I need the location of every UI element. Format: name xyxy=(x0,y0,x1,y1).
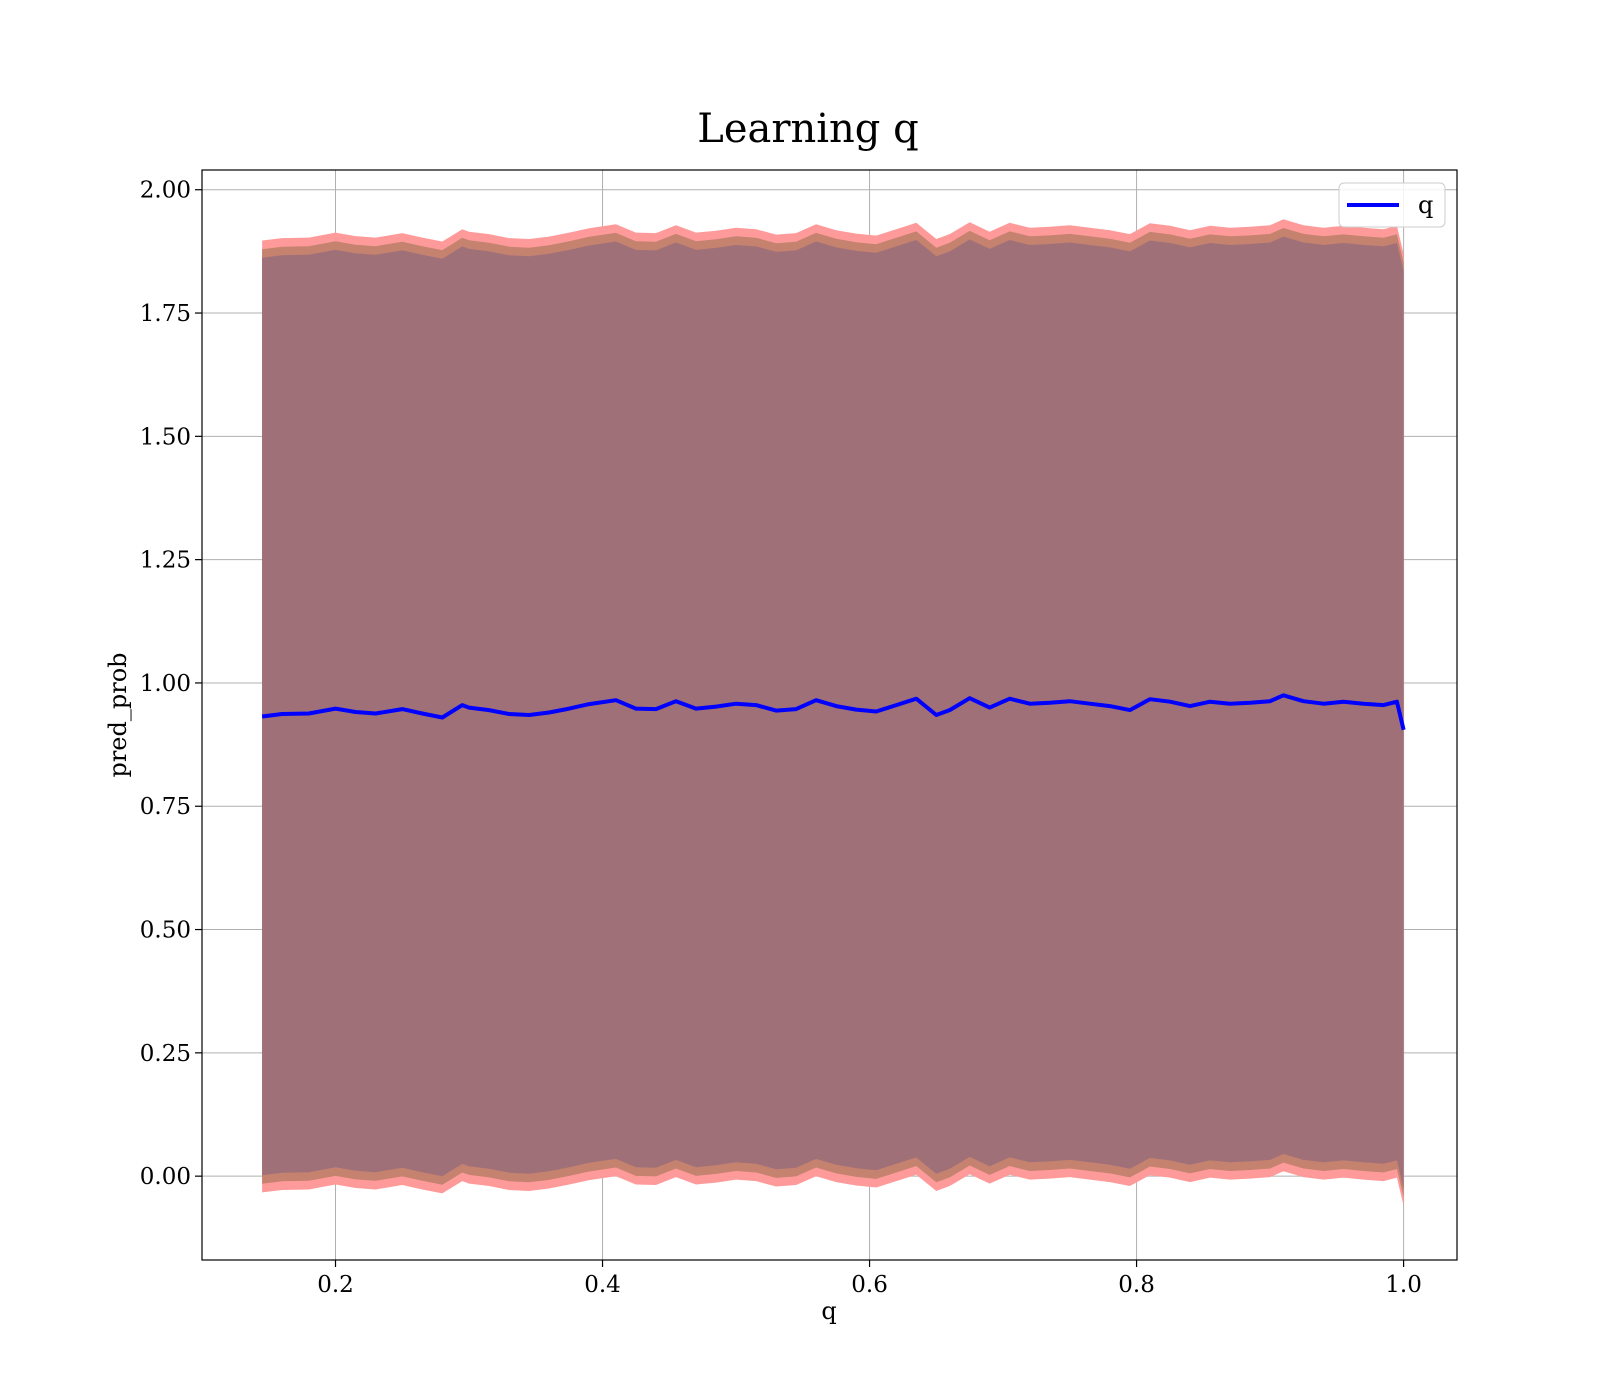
y-axis-label: pred_prob xyxy=(104,652,132,777)
x-tick-label-0: 0.2 xyxy=(317,1272,354,1298)
y-tick-label-2: 0.50 xyxy=(140,918,191,944)
uncertainty-bands xyxy=(262,219,1404,1206)
chart-title: Learning q xyxy=(697,106,918,152)
y-axis-ticks: 0.00 0.25 0.50 0.75 1.00 1.25 1.50 1.75 2.00 xyxy=(140,178,202,1190)
x-tick-label-4: 1.0 xyxy=(1385,1272,1422,1298)
y-tick-label-5: 1.25 xyxy=(140,548,191,574)
band-inner xyxy=(262,236,1404,1189)
x-axis-label: q xyxy=(821,1297,836,1325)
x-tick-label-3: 0.8 xyxy=(1118,1272,1155,1298)
legend-label-q: q xyxy=(1418,191,1433,219)
y-tick-label-6: 1.50 xyxy=(140,424,191,450)
legend: q xyxy=(1338,182,1446,228)
y-tick-label-4: 1.00 xyxy=(140,671,191,697)
plot-frame xyxy=(201,169,1458,1261)
series-line-q xyxy=(261,693,1406,731)
y-tick-label-8: 2.00 xyxy=(140,178,191,204)
x-tick-label-2: 0.6 xyxy=(851,1272,888,1298)
series-lines xyxy=(261,693,1406,731)
y-tick-label-0: 0.00 xyxy=(140,1164,191,1190)
y-tick-label-7: 1.75 xyxy=(140,301,191,327)
y-tick-label-1: 0.25 xyxy=(140,1041,191,1067)
y-tick-label-3: 0.75 xyxy=(140,794,191,820)
x-axis-ticks: 0.2 0.4 0.6 0.8 1.0 xyxy=(317,1260,1422,1298)
x-tick-label-1: 0.4 xyxy=(584,1272,621,1298)
